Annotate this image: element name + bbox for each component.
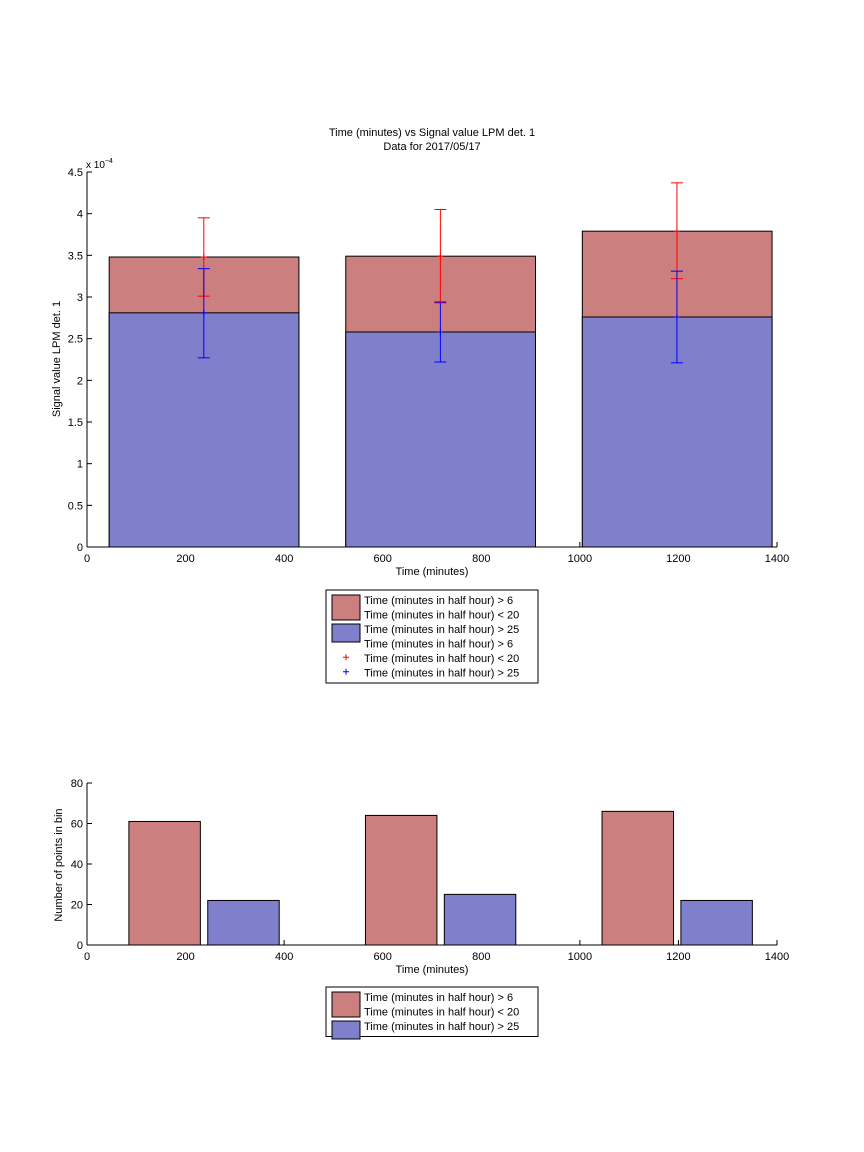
legend-label: Time (minutes in half hour) < 20	[364, 610, 519, 622]
y-multiplier-exponent: −4	[105, 158, 113, 165]
y-tick-label: 1	[77, 459, 83, 471]
signal-chart: Time (minutes) vs Signal value LPM det. …	[51, 127, 789, 684]
legend-label: Time (minutes in half hour) > 6	[364, 595, 513, 607]
chart-title: Time (minutes) vs Signal value LPM det. …	[329, 127, 535, 139]
x-tick-label: 400	[275, 951, 293, 963]
legend: Time (minutes in half hour) > 6 Time (min…	[325, 986, 539, 1040]
legend-label: Time (minutes in half hour) > 6	[364, 639, 513, 651]
y-axis-label: Signal value LPM det. 1	[51, 301, 63, 417]
y-tick-label: 2	[77, 375, 83, 387]
x-axis-label: Time (minutes)	[396, 964, 469, 976]
y-tick-label: 40	[71, 859, 83, 871]
y-tick-label: 60	[71, 819, 83, 831]
x-tick-label: 200	[176, 951, 194, 963]
legend-label: Time (minutes in half hour) > 25	[364, 668, 519, 680]
x-tick-label: 0	[84, 553, 90, 565]
legend-swatch-red	[331, 991, 361, 1018]
y-tick-label: 3.5	[68, 250, 83, 262]
legend-box	[325, 986, 539, 1037]
y-tick-label: 0	[77, 940, 83, 952]
bar-series-blue	[680, 899, 753, 946]
x-tick-label: 600	[374, 553, 392, 565]
y-tick-label: 20	[71, 900, 83, 912]
bar-series-blue	[443, 893, 517, 946]
x-tick-label: 1200	[666, 553, 690, 565]
bar-series-blue	[207, 899, 280, 946]
x-tick-label: 1200	[666, 951, 690, 963]
x-tick-label: 600	[374, 951, 392, 963]
x-tick-label: 800	[472, 553, 490, 565]
x-tick-label: 1000	[568, 951, 592, 963]
x-tick-label: 800	[472, 951, 490, 963]
y-tick-label: 0	[77, 542, 83, 554]
legend-swatch-blue	[331, 1020, 361, 1040]
bar-series-red	[364, 814, 438, 946]
chart-subtitle: Data for 2017/05/17	[383, 141, 480, 153]
bar-series-blue	[345, 331, 536, 548]
y-multiplier-base: x 10	[86, 160, 105, 171]
bar-series-red	[601, 810, 674, 946]
x-tick-label: 400	[275, 553, 293, 565]
y-tick-label: 2.5	[68, 334, 83, 346]
legend-swatch-blue	[331, 623, 361, 643]
legend-box	[325, 589, 539, 684]
legend-label: Time (minutes in half hour) < 20	[364, 1007, 519, 1019]
legend-swatch-red	[331, 594, 361, 621]
legend-label: Time (minutes in half hour) < 20	[364, 653, 519, 665]
y-tick-label: 3	[77, 292, 83, 304]
y-tick-label: 0.5	[68, 500, 83, 512]
y-tick-label: 1.5	[68, 417, 83, 429]
x-axis-label: Time (minutes)	[396, 566, 469, 578]
x-tick-label: 1400	[765, 951, 789, 963]
x-tick-label: 200	[176, 553, 194, 565]
y-multiplier-label: x 10−4	[86, 158, 113, 171]
x-tick-label: 1400	[765, 553, 789, 565]
y-tick-label: 80	[71, 778, 83, 790]
bar-series-red	[128, 820, 201, 946]
y-tick-label: 4	[77, 209, 83, 221]
legend: Time (minutes in half hour) > 6 Time (min…	[325, 589, 539, 684]
legend-label: Time (minutes in half hour) > 25	[364, 624, 519, 636]
legend-label: Time (minutes in half hour) > 25	[364, 1021, 519, 1033]
x-tick-label: 0	[84, 951, 90, 963]
legend-label: Time (minutes in half hour) > 6	[364, 992, 513, 1004]
count-chart: 0 200 400 600 800 1000 1200 1400 0 20 40 60 80 Time …	[53, 778, 789, 1040]
y-tick-label: 4.5	[68, 167, 83, 179]
y-axis-label: Number of points in bin	[53, 808, 65, 921]
x-tick-label: 1000	[568, 553, 592, 565]
